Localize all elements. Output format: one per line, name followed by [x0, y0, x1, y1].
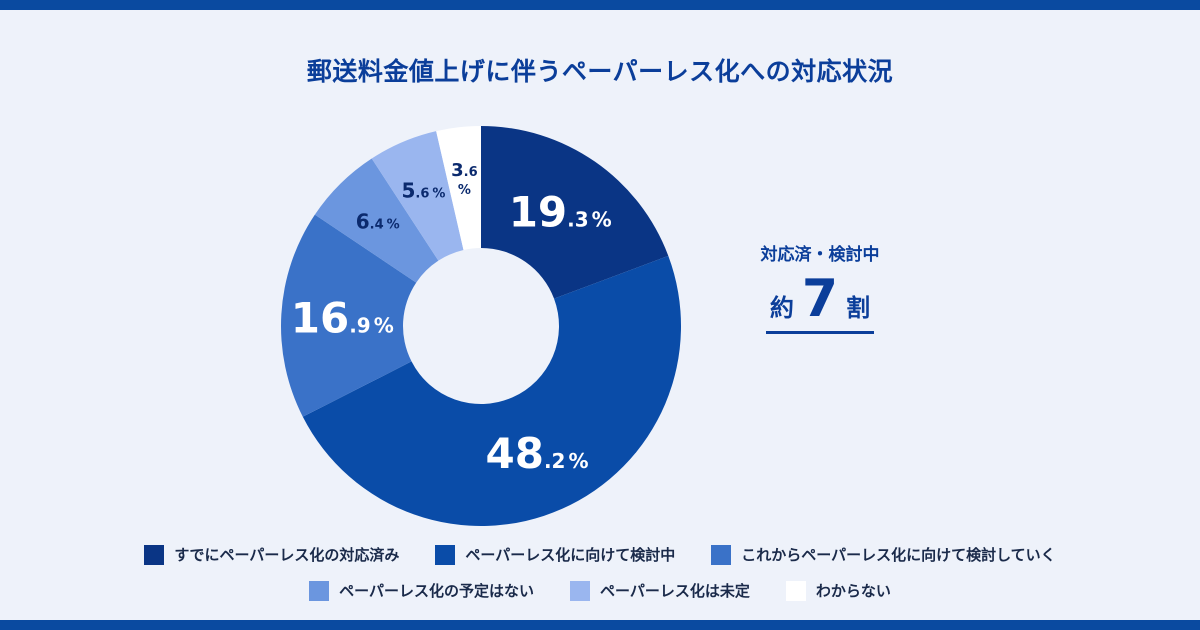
slice-value-label: 16.9% [291, 293, 394, 342]
donut-slice [436, 126, 481, 250]
legend-row-1: すでにペーパーレス化の対応済み ペーパーレス化に向けて検討中 これからペーパーレ… [0, 544, 1200, 565]
legend-item: すでにペーパーレス化の対応済み [144, 544, 399, 565]
legend-item: ペーパーレス化は未定 [569, 580, 750, 601]
legend-label: ペーパーレス化は未定 [599, 582, 750, 600]
summary-number: 7 [801, 269, 839, 329]
donut-slice [302, 255, 681, 526]
slice-value-label: 5.6% [401, 179, 445, 203]
donut-slice [314, 158, 439, 283]
donut-slice [371, 131, 464, 261]
legend-label: これからペーパーレス化に向けて検討していく [741, 546, 1056, 564]
summary-label: 対応済・検討中 [760, 245, 880, 265]
legend-label: わからない [815, 582, 891, 600]
page-title: 郵送料金値上げに伴うペーパーレス化への対応状況 [306, 57, 894, 86]
legend-row-2: ペーパーレス化の予定はない ペーパーレス化は未定 わからない [0, 580, 1200, 601]
legend-label: すでにペーパーレス化の対応済み [174, 546, 400, 564]
slice-unit-label: % [458, 183, 471, 198]
top-accent-bar [0, 0, 1200, 10]
donut-slice [481, 126, 669, 299]
legend-label: ペーパーレス化の予定はない [339, 582, 534, 600]
legend-swatch [309, 580, 330, 601]
legend-label: ペーパーレス化に向けて検討中 [465, 546, 676, 564]
slice-value-label: 3.6 [451, 160, 478, 181]
summary-suffix: 割 [846, 294, 871, 322]
bottom-accent-bar [0, 620, 1200, 630]
legend-swatch [144, 544, 165, 565]
legend-item: ペーパーレス化の予定はない [309, 580, 534, 601]
slice-value-label: 19.3% [509, 187, 612, 236]
legend-swatch [435, 544, 456, 565]
summary-prefix: 約 [769, 294, 794, 322]
legend-item: これからペーパーレス化に向けて検討していく [711, 544, 1056, 565]
legend-swatch [569, 580, 590, 601]
donut-slice [281, 214, 417, 417]
slice-value-label: 6.4% [356, 209, 400, 233]
legend-item: わからない [785, 580, 891, 601]
legend-swatch [785, 580, 806, 601]
legend-item: ペーパーレス化に向けて検討中 [435, 544, 675, 565]
slice-value-label: 48.2% [485, 429, 588, 478]
legend-swatch [711, 544, 732, 565]
